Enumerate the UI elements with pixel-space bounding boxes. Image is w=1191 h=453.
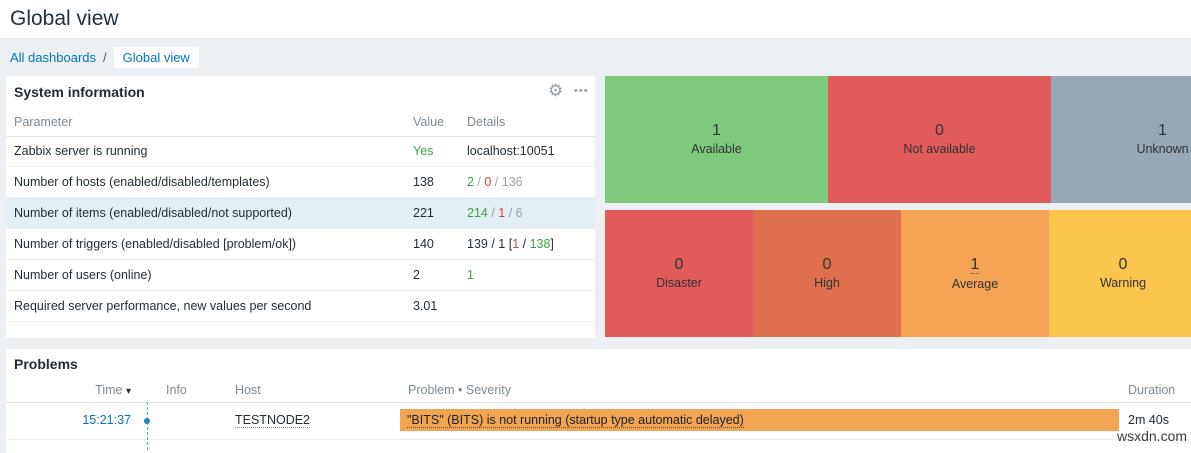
host-availability-widget: 1 Available 0 Not available 1 Unknown — [605, 76, 1191, 203]
severity-label: Disaster — [656, 276, 702, 291]
column-info: Info — [166, 383, 187, 397]
severity-tile-warning: 0 Warning — [1049, 210, 1191, 337]
parameter-cell: Number of triggers (enabled/disabled [pr… — [14, 237, 297, 251]
details-segment: localhost:10051 — [467, 144, 555, 158]
parameter-cell: Required server performance, new values … — [14, 299, 312, 313]
system-information-row: Number of triggers (enabled/disabled [pr… — [6, 229, 595, 260]
column-time-sort[interactable]: Time ▾ — [6, 383, 131, 397]
system-information-row: Number of hosts (enabled/disabled/templa… — [6, 167, 595, 198]
problem-duration: 2m 40s — [1128, 413, 1169, 427]
problems-table-header: Time ▾ Info Host Problem • Severity Dura… — [6, 379, 1191, 403]
details-segment: ] — [550, 237, 554, 251]
value-cell: Yes — [413, 144, 434, 158]
problem-severity-cell: "BITS" (BITS) is not running (startup ty… — [400, 409, 1119, 431]
severity-tile-high: 0 High — [753, 210, 901, 337]
column-duration: Duration — [1128, 383, 1176, 397]
value-cell: 2 — [413, 268, 420, 282]
system-information-table-header: Parameter Value Details — [6, 110, 595, 137]
details-segment: / — [491, 175, 502, 189]
column-details: Details — [467, 115, 506, 129]
parameter-cell: Number of users (online) — [14, 268, 152, 282]
details-segment: 1 — [467, 268, 474, 282]
sort-desc-icon: ▾ — [125, 386, 131, 397]
problem-host-link[interactable]: TESTNODE2 — [235, 413, 311, 428]
more-options-icon[interactable]: ••• — [574, 85, 589, 97]
problem-time-link[interactable]: 15:21:37 — [82, 413, 131, 427]
availability-tile-unknown: 1 Unknown — [1051, 76, 1191, 203]
availability-label: Available — [691, 142, 742, 157]
details-segment: / — [505, 206, 516, 220]
severity-label: High — [814, 276, 840, 291]
availability-label: Not available — [903, 142, 976, 157]
availability-tile-not-available: 0 Not available — [828, 76, 1051, 203]
system-information-row: Required server performance, new values … — [6, 291, 595, 322]
column-host: Host — [235, 383, 261, 397]
details-segment: 136 — [501, 175, 523, 189]
severity-tile-average: 1 Average — [901, 210, 1049, 337]
page-title: Global view — [10, 7, 119, 30]
details-cell: 2 / 0 / 136 — [467, 175, 523, 189]
details-cell: localhost:10051 — [467, 144, 555, 158]
column-value: Value — [413, 115, 445, 129]
severity-count[interactable]: 0 — [1118, 256, 1128, 274]
details-segment: 2 — [467, 175, 474, 189]
severity-label: Average — [951, 276, 999, 291]
details-segment: 1 — [512, 237, 520, 251]
availability-label: Unknown — [1136, 142, 1189, 157]
details-segment: 1 — [498, 206, 506, 220]
problems-panel: Problems Time ▾ Info Host Problem • Seve… — [6, 349, 1191, 453]
system-information-title: System information — [14, 84, 145, 100]
severity-count[interactable]: 0 — [822, 256, 832, 274]
problems-by-severity-widget: 0 Disaster 0 High 1 Average 0 Warning — [605, 210, 1191, 337]
problem-row: 15:21:37 TESTNODE2 "BITS" (BITS) is not … — [6, 402, 1191, 450]
breadcrumb-current-global-view[interactable]: Global view — [113, 46, 199, 68]
watermark: wsxdn.com — [1117, 428, 1188, 444]
timeline-dot-icon — [144, 418, 150, 424]
details-cell: 1 — [467, 268, 474, 282]
severity-count[interactable]: 0 — [674, 256, 684, 274]
severity-label: Warning — [1099, 276, 1147, 291]
details-segment: 214 — [467, 206, 488, 220]
details-segment: / — [473, 175, 485, 189]
details-segment: 139 / 1 [ — [467, 237, 513, 251]
availability-tile-available: 1 Available — [605, 76, 828, 203]
parameter-cell: Zabbix server is running — [14, 144, 148, 158]
column-time-label: Time — [95, 383, 123, 397]
details-segment: / — [487, 206, 499, 220]
value-cell: 140 — [413, 237, 434, 251]
value-cell: 3.01 — [413, 299, 438, 313]
value-cell: 221 — [413, 206, 434, 220]
availability-count[interactable]: 1 — [712, 122, 721, 140]
severity-tile-disaster: 0 Disaster — [605, 210, 753, 337]
details-cell: 139 / 1 [1 / 138] — [467, 237, 554, 251]
parameter-cell: Number of hosts (enabled/disabled/templa… — [14, 175, 270, 189]
gear-icon[interactable]: ⚙ — [548, 81, 564, 100]
column-problem-severity: Problem • Severity — [408, 383, 512, 397]
value-cell: 138 — [413, 175, 434, 189]
page-header: Global view — [0, 0, 1191, 39]
breadcrumb: All dashboards / Global view — [10, 46, 199, 68]
timeline-dashed-line — [147, 402, 148, 450]
details-segment: 0 — [484, 175, 492, 189]
details-segment: 6 — [515, 206, 523, 220]
parameter-cell: Number of items (enabled/disabled/not su… — [14, 206, 292, 220]
availability-count[interactable]: 1 — [1158, 122, 1167, 140]
system-information-row: Number of users (online) 2 1 — [6, 260, 595, 291]
availability-count[interactable]: 0 — [935, 122, 944, 140]
breadcrumb-separator: / — [103, 49, 107, 65]
system-information-row: Zabbix server is running Yes localhost:100… — [6, 136, 595, 167]
column-parameter: Parameter — [14, 115, 73, 129]
problems-title: Problems — [14, 356, 78, 372]
system-information-rows: Zabbix server is running Yes localhost:100… — [6, 136, 595, 322]
problem-description-link[interactable]: "BITS" (BITS) is not running (startup ty… — [407, 412, 744, 428]
details-segment: / — [519, 237, 530, 251]
system-information-panel: System information ⚙ ••• Parameter Value… — [6, 76, 595, 338]
details-cell: 214 / 1 / 6 — [467, 206, 523, 220]
breadcrumb-all-dashboards[interactable]: All dashboards — [10, 49, 96, 65]
details-segment: 138 — [529, 237, 551, 251]
system-information-row: Number of items (enabled/disabled/not su… — [6, 198, 595, 229]
severity-count[interactable]: 1 — [970, 255, 980, 274]
